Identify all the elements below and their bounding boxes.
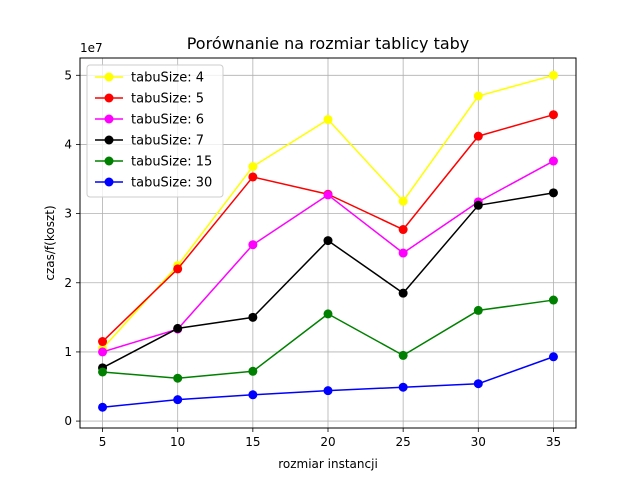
- legend-label: tabuSize: 6: [131, 113, 204, 128]
- x-axis-label: rozmiar instancji: [278, 457, 378, 471]
- x-ticks: 5 10 15 20 25 30 35: [99, 428, 561, 449]
- data-point: [473, 379, 483, 389]
- legend-item: tabuSize: 30: [95, 176, 212, 191]
- x-tick-label: 15: [245, 435, 260, 449]
- data-point: [473, 305, 483, 315]
- data-point: [248, 312, 258, 322]
- data-point: [323, 386, 333, 396]
- data-point: [173, 323, 183, 333]
- data-point: [248, 240, 258, 250]
- x-tick-label: 25: [396, 435, 411, 449]
- data-point: [398, 350, 408, 360]
- data-point: [173, 264, 183, 274]
- x-tick-label: 35: [546, 435, 561, 449]
- x-tick-label: 5: [99, 435, 107, 449]
- y-multiplier-label: 1e7: [80, 41, 103, 55]
- data-point: [548, 156, 558, 166]
- legend-item: tabuSize: 4: [95, 71, 204, 86]
- series-5: [98, 352, 558, 412]
- data-point: [398, 196, 408, 206]
- data-point: [323, 115, 333, 125]
- legend-marker: [104, 135, 114, 145]
- legend-item: tabuSize: 15: [95, 155, 212, 170]
- y-axis-label: czas/f(koszt): [43, 205, 57, 280]
- data-point: [323, 309, 333, 319]
- data-point: [173, 395, 183, 405]
- y-tick-label: 1: [64, 345, 72, 359]
- data-point: [548, 188, 558, 198]
- data-point: [248, 366, 258, 376]
- data-point: [548, 70, 558, 80]
- legend-item: tabuSize: 7: [95, 134, 204, 149]
- data-point: [98, 337, 108, 347]
- legend-label: tabuSize: 7: [131, 134, 204, 149]
- data-point: [398, 288, 408, 298]
- series-layer: [98, 70, 558, 412]
- legend-item: tabuSize: 5: [95, 92, 204, 107]
- y-ticks: 0 1 2 3 4 5: [64, 68, 80, 428]
- data-point: [323, 190, 333, 200]
- legend-marker: [104, 114, 114, 124]
- legend-item: tabuSize: 6: [95, 113, 204, 128]
- data-point: [398, 225, 408, 235]
- data-point: [473, 131, 483, 141]
- data-point: [248, 172, 258, 182]
- series-4: [98, 295, 558, 383]
- y-tick-label: 5: [64, 68, 72, 82]
- data-point: [248, 162, 258, 172]
- y-tick-label: 4: [64, 137, 72, 151]
- data-point: [98, 367, 108, 377]
- data-point: [473, 200, 483, 210]
- data-point: [398, 248, 408, 258]
- legend-label: tabuSize: 30: [131, 176, 212, 191]
- data-point: [548, 295, 558, 305]
- legend-marker: [104, 72, 114, 82]
- data-point: [548, 352, 558, 362]
- legend-label: tabuSize: 4: [131, 71, 204, 86]
- chart-title: Porównanie na rozmiar tablicy taby: [187, 34, 470, 53]
- legend-marker: [104, 156, 114, 166]
- legend-marker: [104, 93, 114, 103]
- data-point: [473, 91, 483, 101]
- y-tick-label: 3: [64, 207, 72, 221]
- data-point: [323, 236, 333, 246]
- data-point: [98, 347, 108, 357]
- legend: tabuSize: 4 tabuSize: 5 tabuSize: 6 tabuSiz…: [86, 64, 224, 198]
- data-point: [173, 373, 183, 383]
- y-tick-label: 2: [64, 276, 72, 290]
- y-tick-label: 0: [64, 414, 72, 428]
- data-point: [98, 402, 108, 412]
- x-tick-label: 10: [170, 435, 185, 449]
- legend-label: tabuSize: 15: [131, 155, 212, 170]
- legend-marker: [104, 177, 114, 187]
- legend-label: tabuSize: 5: [131, 92, 204, 107]
- data-point: [548, 110, 558, 120]
- data-point: [398, 382, 408, 392]
- x-tick-label: 30: [471, 435, 486, 449]
- x-tick-label: 20: [320, 435, 335, 449]
- data-point: [248, 390, 258, 400]
